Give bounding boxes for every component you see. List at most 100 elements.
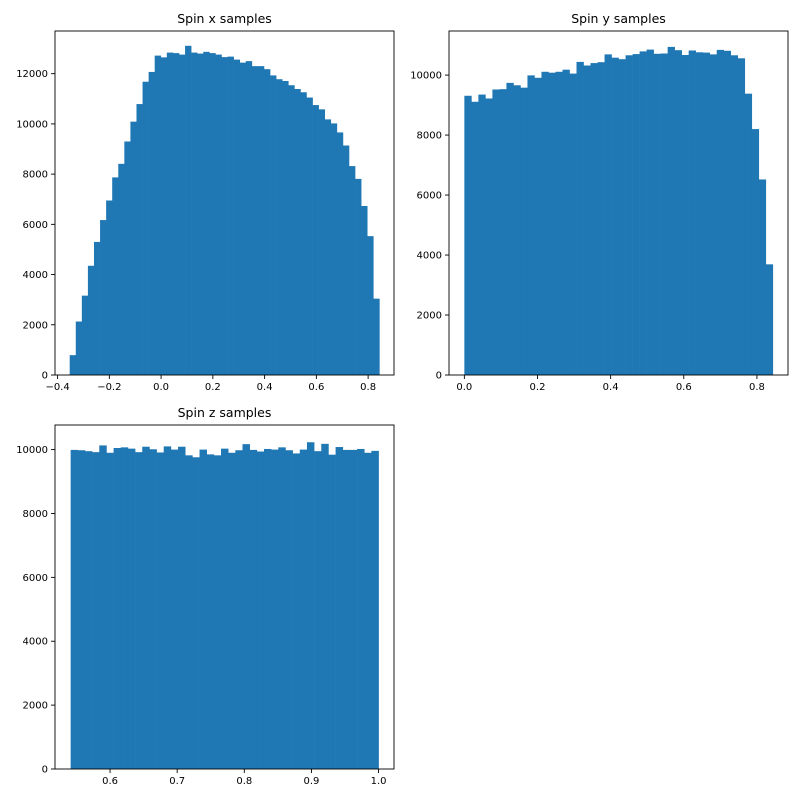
spin-y-y-tick-label: 2000 (417, 311, 442, 322)
spin-z-x-tick-label: 0.7 (169, 776, 185, 787)
spin-x-bars (69, 45, 380, 376)
spin-y-bar (681, 54, 689, 376)
spin-z-bar (285, 450, 293, 769)
spin-x-bar (294, 89, 301, 375)
spin-y-bar (737, 58, 746, 375)
spin-y-bar (506, 82, 514, 375)
spin-y-bar (646, 49, 654, 376)
spin-x-axes-frame (54, 30, 395, 376)
spin-y-bar (723, 50, 732, 375)
spin-y-bar (618, 59, 626, 375)
spin-y-bar (527, 75, 535, 375)
spin-x-bar (136, 104, 143, 375)
spin-y-x-tick-label: 0.4 (603, 382, 619, 393)
spin-y-axes-frame (448, 30, 789, 376)
spin-y-bar (667, 46, 675, 376)
spin-y-bar (576, 61, 584, 375)
spin-y-bar (520, 87, 528, 376)
spin-y-y-tick-label: 0 (436, 371, 442, 382)
spin-z-x-tick-label: 1.0 (371, 776, 387, 787)
spin-z-bar (299, 449, 308, 769)
spin-x-bar (276, 79, 283, 376)
spin-z-bar (149, 449, 157, 769)
spin-z-bar (113, 448, 122, 769)
spin-y-bar (562, 69, 570, 375)
spin-x-bar (203, 51, 210, 376)
spin-x-bar (215, 54, 222, 375)
spin-z-bar (163, 446, 172, 769)
spin-z-bar (271, 449, 279, 769)
spin-z-y-tick-label: 2000 (23, 701, 48, 712)
spin-y-bar (555, 71, 563, 375)
spin-z-bar (127, 448, 136, 769)
spin-y-bar (709, 54, 718, 375)
spin-y-bar (597, 62, 605, 375)
spin-z-y-tick-label: 0 (42, 765, 48, 776)
spin-x-bar (221, 57, 228, 376)
spin-x-bar (312, 105, 319, 375)
spin-z-bar (178, 446, 186, 769)
spin-x-bar (251, 66, 259, 376)
spin-z-bar (306, 442, 315, 769)
spin-x-bar (361, 206, 368, 375)
spin-x-bar (270, 75, 277, 375)
spin-y-bars (464, 46, 774, 376)
spin-y-bar (765, 264, 774, 375)
spin-z-bar (213, 455, 222, 769)
spin-z-bar (371, 450, 379, 769)
spin-x-bar (197, 53, 204, 375)
spin-x-bar (318, 109, 326, 375)
spin-y-bar (744, 93, 753, 376)
spin-x-bar (288, 85, 295, 376)
spin-z-bar (242, 444, 250, 769)
spin-y-y-tick-label: 8000 (417, 131, 442, 142)
spin-x-y-tick-label: 2000 (23, 320, 48, 331)
spin-x-bar (160, 57, 168, 376)
spin-x-x-tick-label: 0.6 (308, 382, 324, 393)
spin-z-bar (77, 450, 86, 769)
spin-z-bar (70, 449, 79, 769)
spin-y-x-tick-label: 0.0 (456, 382, 472, 393)
spin-z-y-tick-label: 4000 (23, 637, 48, 648)
spin-z-bar (84, 451, 93, 769)
spin-x-y-tick-label: 10000 (16, 119, 48, 130)
spin-z-axes-frame (54, 424, 395, 770)
spin-x-bar (142, 81, 149, 375)
spin-y-bar (632, 54, 640, 376)
spin-y-x-tick-label: 0.8 (749, 382, 765, 393)
spin-x-bar (112, 177, 119, 375)
spin-z-bar (256, 451, 265, 769)
spin-x-bar (306, 97, 313, 375)
spin-x-bar (324, 119, 332, 375)
spin-x-bar (367, 236, 374, 375)
spin-z-x-tick-label: 0.6 (102, 776, 118, 787)
spin-y-bar (569, 73, 577, 375)
spin-y-bar (639, 51, 647, 375)
spin-x-x-tick-label: 0.8 (360, 382, 376, 393)
spin-z-y-tick-label: 10000 (16, 445, 48, 456)
spin-y-title: Spin y samples (571, 11, 666, 26)
spin-z-y-tick-label: 6000 (23, 573, 48, 584)
spin-x-bar (227, 56, 234, 376)
spin-z-bar (221, 448, 229, 769)
spin-x-bar (373, 298, 380, 375)
spin-x-bar (185, 45, 192, 376)
spin-z-bar (349, 449, 358, 769)
spin-y-bar (660, 53, 668, 376)
spin-y-bar (499, 89, 507, 376)
spin-z-bar (106, 452, 114, 769)
spin-z-chart: 0.6 0.7 0.8 0.9 1.0 0 2000 4000 6000 8000 10000 Spi… (16, 405, 395, 787)
spin-z-x-tick-label: 0.9 (303, 776, 319, 787)
spin-x-bar (330, 123, 338, 376)
spin-z-bar (206, 454, 215, 769)
spin-y-bar (583, 65, 591, 376)
spin-y-x-tick-label: 0.2 (530, 382, 546, 393)
spin-y-bar (751, 129, 760, 375)
spin-y-bar (730, 55, 739, 375)
spin-y-y-tick-label: 4000 (417, 251, 442, 262)
spin-x-bar (263, 69, 271, 376)
spin-z-x-tick-label: 0.8 (236, 776, 252, 787)
spin-z-bar (192, 457, 200, 769)
spin-y-bar (695, 52, 703, 375)
spin-x-x-tick-label: 0.2 (205, 382, 221, 393)
